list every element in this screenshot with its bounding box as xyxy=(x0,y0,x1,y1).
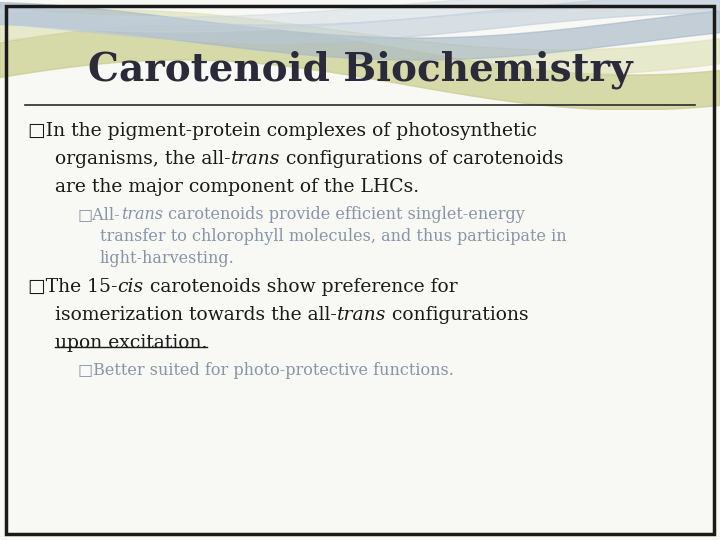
Text: □In the pigment-protein complexes of photosynthetic: □In the pigment-protein complexes of pho… xyxy=(28,122,537,140)
Text: configurations of carotenoids: configurations of carotenoids xyxy=(280,150,564,168)
Text: organisms, the all-: organisms, the all- xyxy=(55,150,230,168)
Text: □The 15-: □The 15- xyxy=(28,278,117,296)
Text: carotenoids provide efficient singlet-energy: carotenoids provide efficient singlet-en… xyxy=(163,206,524,223)
Text: □All-: □All- xyxy=(78,206,121,223)
Text: trans: trans xyxy=(337,306,386,324)
Text: trans: trans xyxy=(230,150,280,168)
Text: trans: trans xyxy=(121,206,163,223)
Text: are the major component of the LHCs.: are the major component of the LHCs. xyxy=(55,178,419,196)
Text: □Better suited for photo-protective functions.: □Better suited for photo-protective func… xyxy=(78,362,454,379)
Text: transfer to chlorophyll molecules, and thus participate in: transfer to chlorophyll molecules, and t… xyxy=(100,228,567,245)
Text: cis: cis xyxy=(117,278,143,296)
Bar xyxy=(0,110,720,540)
Text: configurations: configurations xyxy=(386,306,529,324)
Text: upon excitation.: upon excitation. xyxy=(55,334,207,352)
Text: carotenoids show preference for: carotenoids show preference for xyxy=(143,278,457,296)
Text: upon excitation.: upon excitation. xyxy=(55,334,207,352)
Text: light-harvesting.: light-harvesting. xyxy=(100,250,235,267)
Text: Carotenoid Biochemistry: Carotenoid Biochemistry xyxy=(88,51,632,89)
Text: isomerization towards the all-: isomerization towards the all- xyxy=(55,306,337,324)
